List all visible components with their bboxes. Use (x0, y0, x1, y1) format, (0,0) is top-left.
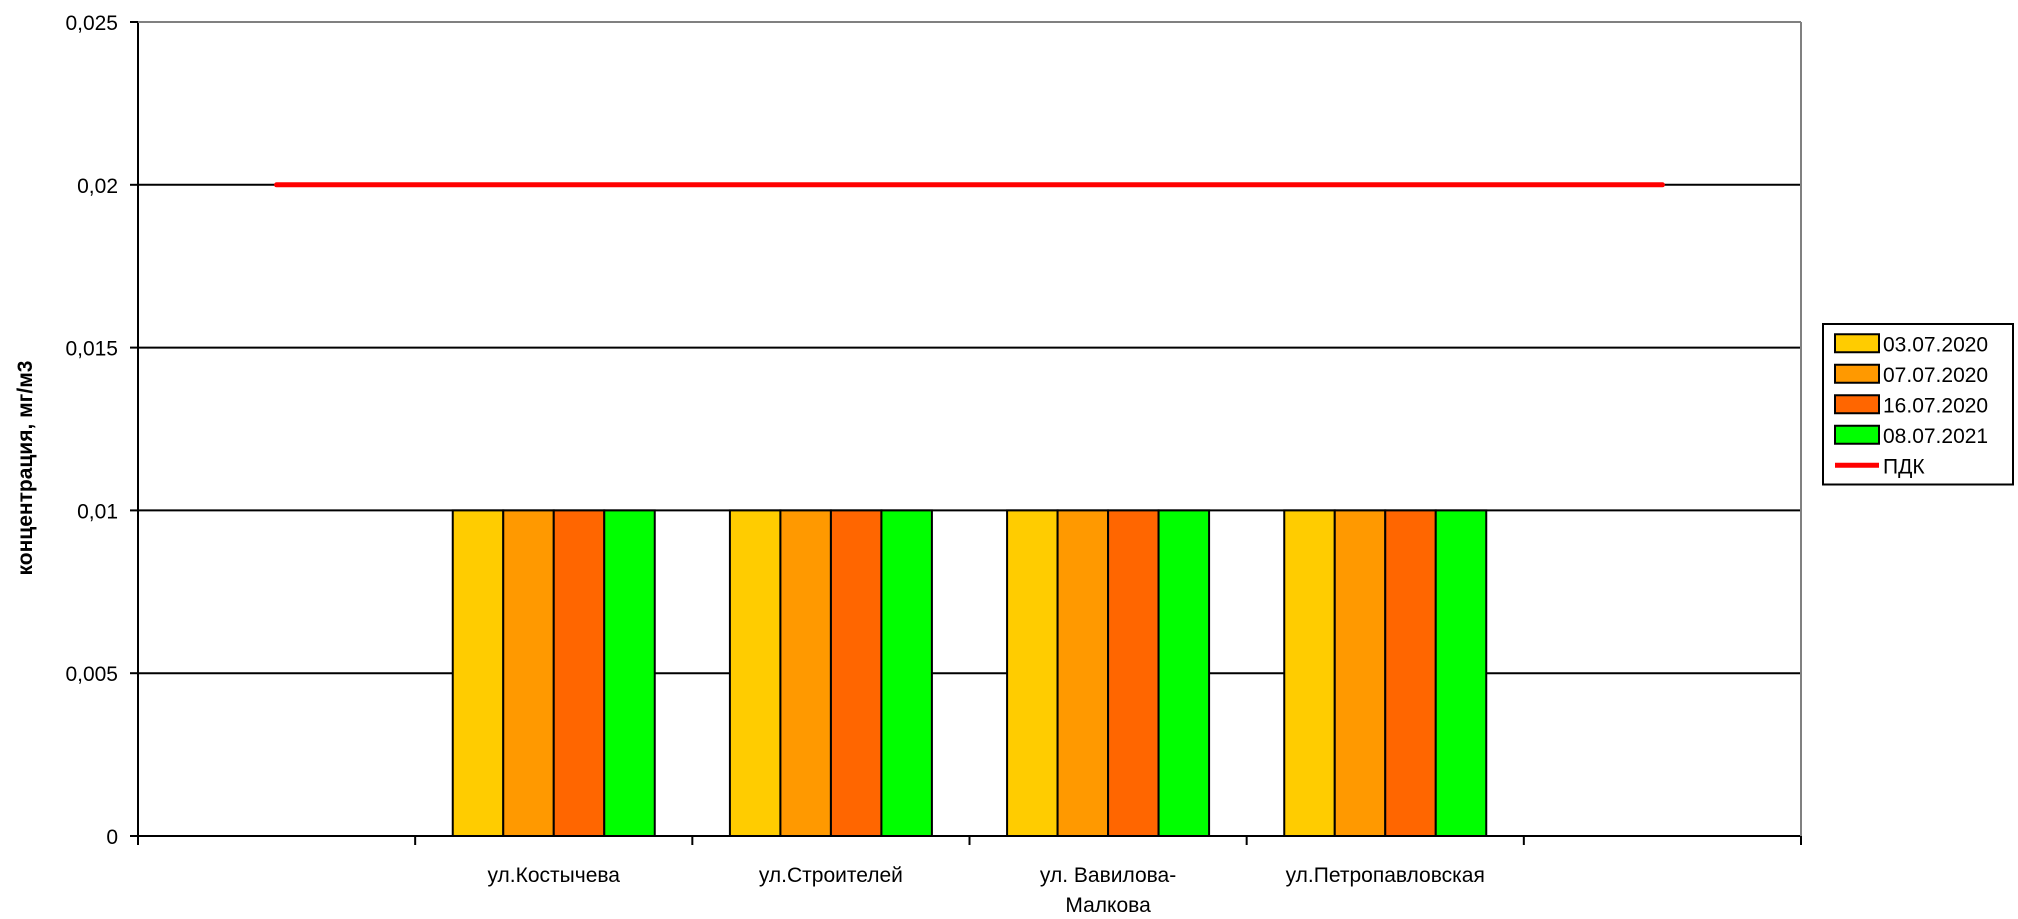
bar (779, 509, 832, 837)
x-tick-label: ул.Строителей (759, 864, 903, 887)
legend-swatch (1834, 424, 1880, 445)
y-tick-label: 0,02 (77, 175, 118, 198)
bar (728, 509, 782, 837)
legend-label: 07.07.2020 (1883, 364, 1988, 387)
legend-swatch (1834, 363, 1880, 384)
bar (451, 509, 505, 837)
bar (502, 509, 555, 837)
legend-label: 08.07.2021 (1883, 425, 1988, 448)
bar (552, 509, 606, 837)
axes (137, 21, 1802, 837)
x-tick-label: Малкова (1065, 894, 1151, 917)
x-tick-label: ул. Вавилова- (1040, 864, 1176, 887)
legend-swatch (1834, 394, 1880, 415)
bar (1157, 509, 1211, 837)
legend-label: ПДК (1883, 455, 1925, 478)
x-tick-labels: ул.Костычева ул.Строителей ул. Вавилова- Ма… (137, 836, 1802, 917)
bar (1056, 509, 1110, 837)
bar (1283, 509, 1336, 837)
bar (880, 509, 933, 837)
gridlines (138, 21, 1801, 675)
bars (451, 509, 1488, 837)
legend-label: 16.07.2020 (1883, 394, 1988, 417)
bar (1434, 509, 1488, 837)
bar (1006, 509, 1059, 837)
y-tick-label: 0 (106, 826, 118, 849)
bar (1384, 509, 1437, 837)
bar (829, 509, 883, 837)
legend: 03.07.2020 07.07.2020 16.07.2020 08.07.2021… (1822, 323, 2014, 486)
bar (1333, 509, 1387, 837)
y-axis-title: концентрация, мг/м3 (14, 361, 37, 576)
legend-label: 03.07.2020 (1883, 333, 1988, 356)
bar (1107, 509, 1160, 837)
y-tick-label: 0,025 (65, 12, 118, 35)
bar (603, 509, 656, 837)
y-tick-label: 0,005 (65, 663, 118, 686)
x-tick-label: ул.Петропавловская (1286, 864, 1485, 887)
legend-swatch (1834, 333, 1880, 354)
y-tick-labels: 0 0,005 0,01 0,015 0,02 0,025 (65, 12, 138, 849)
y-tick-label: 0,01 (77, 500, 118, 523)
y-tick-label: 0,015 (65, 338, 118, 361)
x-tick-label: ул.Костычева (488, 864, 621, 887)
